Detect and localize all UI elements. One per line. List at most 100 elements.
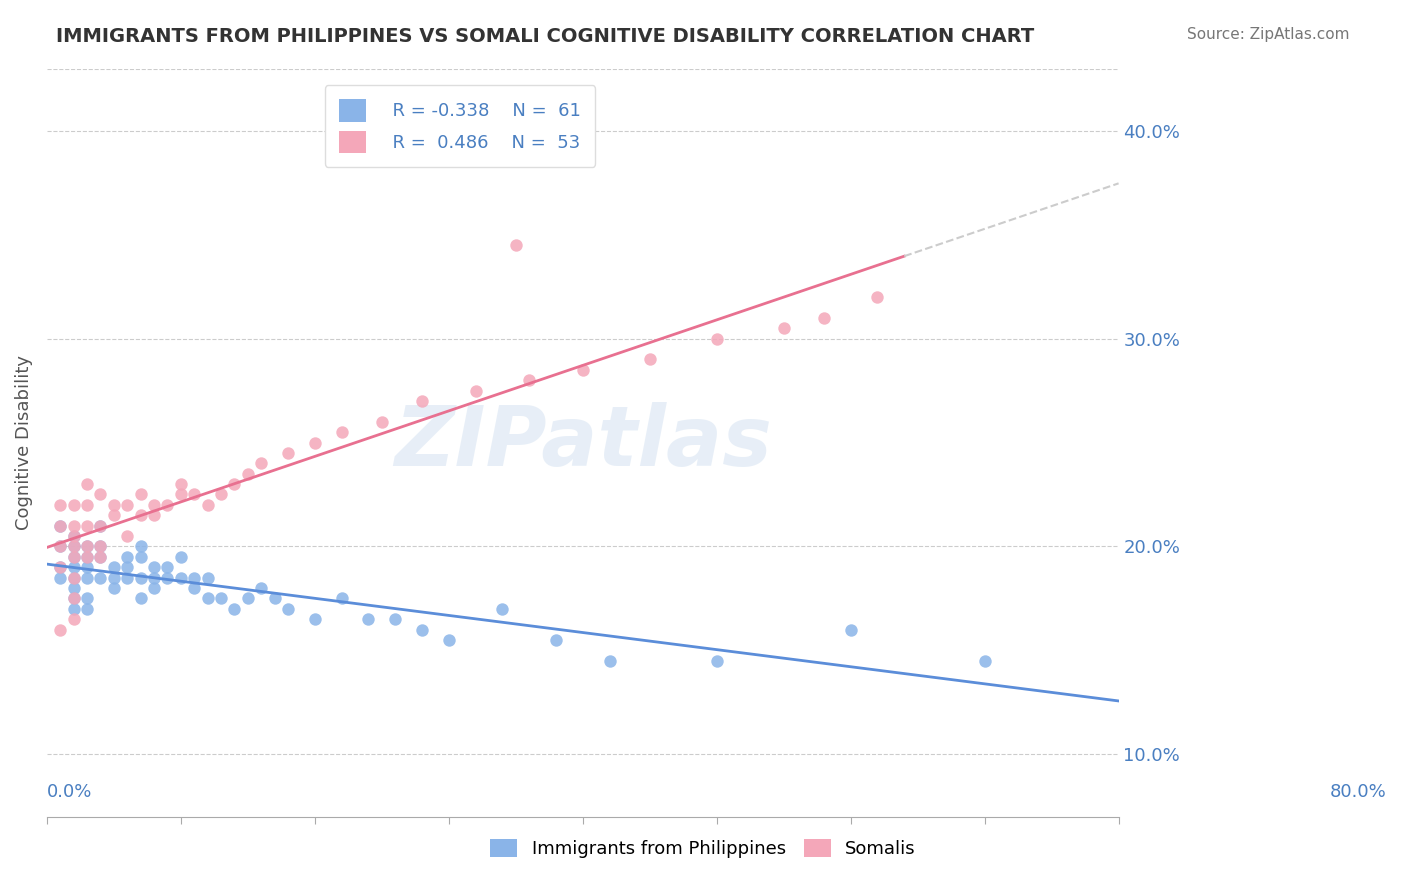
Point [76,571,98,585]
Point [49,560,72,574]
Point [117,498,139,512]
Point [866,290,889,304]
Point [571,363,593,377]
Point [183,581,205,595]
Point [304,435,326,450]
Point [772,321,794,335]
Point [973,654,995,668]
Point [62,549,84,564]
Text: 80.0%: 80.0% [1330,783,1386,801]
Point [638,352,661,367]
Point [49,498,72,512]
Text: ZIPatlas: ZIPatlas [394,402,772,483]
Point [170,477,193,491]
Point [76,601,98,615]
Point [103,581,125,595]
Point [76,549,98,564]
Point [197,498,219,512]
Point [209,487,232,501]
Point [62,540,84,554]
Point [384,612,406,626]
Point [236,591,259,606]
Point [411,394,433,409]
Point [143,560,166,574]
Point [62,581,84,595]
Point [143,581,166,595]
Point [89,571,111,585]
Legend: Immigrants from Philippines, Somalis: Immigrants from Philippines, Somalis [482,831,924,865]
Point [49,518,72,533]
Point [62,591,84,606]
Point [62,571,84,585]
Point [103,560,125,574]
Point [62,540,84,554]
Point [143,508,166,523]
Point [250,581,273,595]
Point [464,384,486,398]
Point [129,487,152,501]
Point [411,623,433,637]
Point [76,549,98,564]
Point [250,456,273,470]
Y-axis label: Cognitive Disability: Cognitive Disability [15,355,32,530]
Point [89,549,111,564]
Point [277,446,299,460]
Point [544,632,567,647]
Point [49,518,72,533]
Point [706,654,728,668]
Point [170,487,193,501]
Point [599,654,621,668]
Text: IMMIGRANTS FROM PHILIPPINES VS SOMALI COGNITIVE DISABILITY CORRELATION CHART: IMMIGRANTS FROM PHILIPPINES VS SOMALI CO… [56,27,1035,45]
Point [330,425,353,439]
Point [156,560,179,574]
Point [76,477,98,491]
Point [236,467,259,481]
Point [62,498,84,512]
Point [89,518,111,533]
Point [156,571,179,585]
Point [813,310,835,325]
Point [76,518,98,533]
Point [62,612,84,626]
Text: 0.0%: 0.0% [46,783,93,801]
Point [263,591,285,606]
Point [170,549,193,564]
Point [170,571,193,585]
Point [117,560,139,574]
Point [49,623,72,637]
Point [49,560,72,574]
Point [76,498,98,512]
Point [143,571,166,585]
Point [505,238,527,252]
Point [103,498,125,512]
Point [304,612,326,626]
Point [76,591,98,606]
Point [183,571,205,585]
Point [224,601,246,615]
Point [117,549,139,564]
Point [224,477,246,491]
Point [62,549,84,564]
Point [517,373,540,387]
Point [129,591,152,606]
Point [89,518,111,533]
Point [156,498,179,512]
Point [143,498,166,512]
Point [706,332,728,346]
Point [89,540,111,554]
Point [371,415,394,429]
Point [330,591,353,606]
Legend:   R = -0.338    N =  61,   R =  0.486    N =  53: R = -0.338 N = 61, R = 0.486 N = 53 [325,85,595,167]
Point [209,591,232,606]
Point [277,601,299,615]
Point [49,540,72,554]
Point [103,508,125,523]
Text: Source: ZipAtlas.com: Source: ZipAtlas.com [1187,27,1350,42]
Point [839,623,862,637]
Point [49,540,72,554]
Point [89,540,111,554]
Point [103,571,125,585]
Point [76,540,98,554]
Point [117,571,139,585]
Point [62,601,84,615]
